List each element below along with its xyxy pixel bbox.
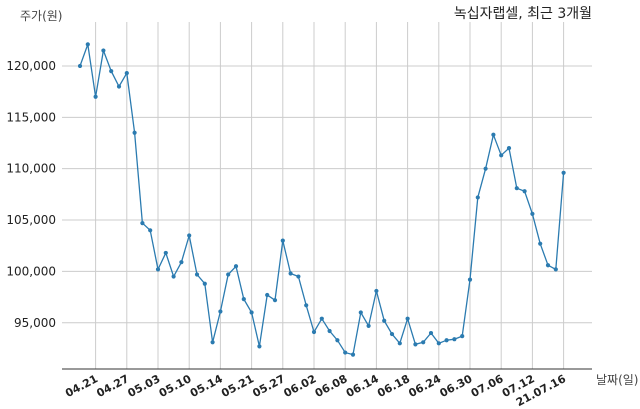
x-tick-label: 06.08 [313,372,350,400]
price-point [538,241,543,246]
price-point [132,130,137,135]
price-point [499,153,504,158]
price-point [226,272,231,277]
price-point [288,271,293,276]
price-point [358,310,363,315]
price-point [148,228,153,233]
y-tick-label: 100,000 [6,264,56,278]
price-point [163,250,168,256]
price-point [483,166,488,171]
price-point [413,342,418,347]
price-point [382,318,387,323]
y-axis-label: 주가(원) [20,9,62,23]
price-point [444,338,449,343]
price-point [109,68,114,74]
grid-lines [62,22,592,369]
price-point [467,277,473,282]
chart-title: 녹십자랩셀, 최근 3개월 [454,6,592,22]
price-point [327,328,332,334]
x-tick-label: 04.27 [94,372,131,400]
price-point [124,71,129,76]
price-point [210,340,215,345]
price-series [77,42,566,357]
x-tick-label: 06.30 [438,372,475,400]
y-axis-ticks: 95,000 100,000 105,000 110,000 115,000 120,00… [6,59,56,330]
price-point [233,264,239,269]
price-point [397,341,402,346]
price-point [561,170,566,175]
price-point [460,334,465,339]
x-tick-label: 04.21 [63,372,100,400]
price-line [79,44,565,356]
price-point [491,132,496,137]
price-point [77,63,83,69]
price-point [335,338,340,343]
price-point [202,281,207,286]
price-point [374,288,379,294]
x-tick-label: 06.02 [282,372,319,400]
y-tick-label: 95,000 [14,316,56,330]
x-tick-label: 05.03 [126,372,163,400]
x-axis-ticks: 04.2104.2705.0305.1005.1405.2105.2706.02… [63,372,568,409]
price-point [155,267,161,272]
x-tick-label: 05.10 [157,372,194,400]
price-point [249,310,254,315]
x-tick-label: 06.18 [375,372,412,400]
price-point [194,272,200,277]
y-tick-label: 110,000 [6,162,56,176]
x-tick-label: 07.06 [469,372,506,400]
price-point [475,195,480,200]
price-point [257,344,262,349]
price-point [179,260,184,265]
price-point [506,146,512,151]
price-point [436,341,441,346]
price-point [421,340,426,345]
price-point [304,303,309,308]
price-point [319,316,324,321]
price-point [296,274,301,279]
price-point [116,84,122,89]
y-tick-label: 115,000 [6,110,56,124]
price-point [187,233,192,238]
price-point [389,331,395,337]
price-point [85,42,90,47]
x-axis-label: 날짜(일) [596,373,638,387]
price-point [553,267,558,272]
y-tick-label: 120,000 [6,59,56,73]
price-point [101,48,106,53]
price-point [218,309,223,314]
price-point [280,238,285,243]
price-point [272,298,278,303]
y-tick-label: 105,000 [6,213,56,227]
x-tick-label: 06.14 [344,372,381,400]
price-point [171,274,176,279]
price-point [343,350,348,355]
price-point [265,292,270,298]
price-point [241,297,246,302]
price-point [140,221,145,226]
price-point [93,94,98,99]
price-point [350,352,356,357]
price-point [452,337,457,342]
x-tick-label: 06.24 [406,372,443,400]
price-point [530,211,535,216]
x-tick-label: 05.14 [188,372,225,400]
price-point [311,329,317,335]
x-tick-label: 05.27 [250,372,287,400]
price-point [514,186,519,191]
price-point [545,263,551,268]
price-point [522,189,527,194]
price-point [428,330,434,336]
price-point [405,316,410,321]
price-point [366,323,371,328]
x-tick-label: 05.21 [219,372,256,400]
